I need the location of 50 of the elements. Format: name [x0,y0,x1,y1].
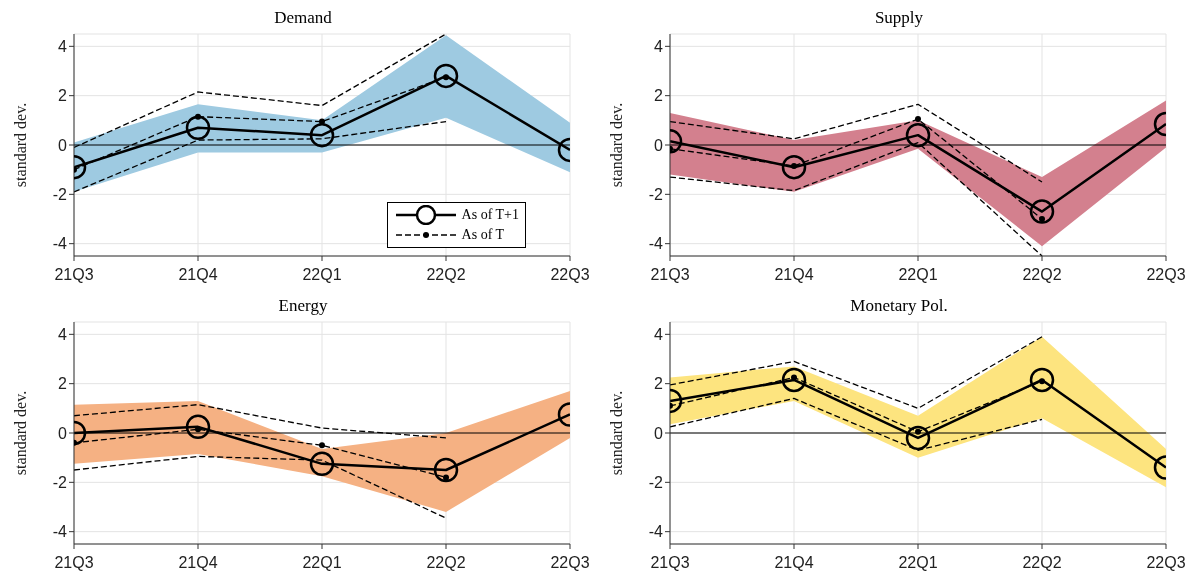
x-tick-label: 22Q1 [898,266,938,284]
x-tick-label: 22Q2 [426,266,466,284]
x-tick-label: 22Q3 [550,266,590,284]
y-axis-title: standard dev. [607,390,625,476]
legend-label: As of T [461,227,505,243]
y-tick-label: 2 [654,375,664,393]
y-tick-label: -4 [648,523,664,541]
x-tick-label: 21Q4 [178,554,218,572]
x-tick-label: 21Q3 [54,554,94,572]
y-tick-label: 2 [58,87,68,105]
chart-title: Monetary Pol. [849,296,949,317]
y-tick-label: 0 [654,424,664,442]
y-tick-label: -2 [648,186,664,204]
y-tick-label: 0 [654,136,664,154]
legend-label: As of T+1 [461,207,519,223]
x-tick-label: 21Q3 [54,266,94,284]
x-tick-label: 22Q3 [1146,554,1186,572]
chart-title: Demand [273,8,333,29]
y-tick-label: 0 [58,424,68,442]
y-axis-title: standard dev. [607,102,625,188]
chart-title: Supply [873,8,925,29]
y-tick-label: 4 [654,38,664,56]
y-tick-label: -4 [52,523,68,541]
y-tick-label: -2 [52,186,68,204]
x-tick-label: 22Q1 [302,554,342,572]
y-axis-title: standard dev. [11,390,29,476]
x-tick-label: 22Q2 [426,554,466,572]
x-tick-label: 22Q2 [1022,554,1062,572]
x-tick-label: 22Q1 [302,266,342,284]
y-tick-label: -4 [648,235,664,253]
y-tick-label: 4 [58,38,68,56]
x-tick-label: 21Q4 [774,266,814,284]
x-tick-label: 21Q4 [178,266,218,284]
y-tick-label: -4 [52,235,68,253]
x-tick-label: 22Q3 [550,554,590,572]
x-tick-label: 21Q3 [650,266,690,284]
y-tick-label: 4 [58,326,68,344]
chart-title: Energy [277,296,329,317]
y-axis-title: standard dev. [11,102,29,188]
x-tick-label: 22Q1 [898,554,938,572]
y-tick-label: -2 [52,474,68,492]
x-tick-label: 22Q2 [1022,266,1062,284]
x-tick-label: 22Q3 [1146,266,1186,284]
y-tick-label: 2 [58,375,68,393]
y-tick-label: -2 [648,474,664,492]
y-tick-label: 0 [58,136,68,154]
y-tick-label: 4 [654,326,664,344]
y-tick-label: 2 [654,87,664,105]
x-tick-label: 21Q3 [650,554,690,572]
x-tick-label: 21Q4 [774,554,814,572]
